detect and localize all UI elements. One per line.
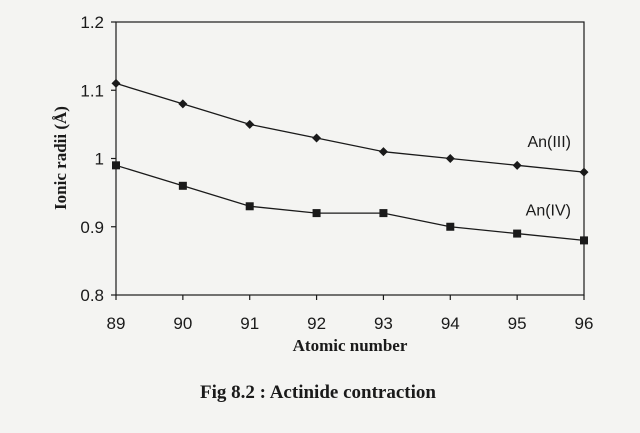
y-tick-label: 1.1	[80, 81, 104, 100]
x-tick-label: 89	[107, 314, 126, 333]
square-marker	[112, 161, 120, 170]
square-marker	[245, 202, 254, 211]
y-tick-label: 1.2	[80, 13, 104, 32]
plot-frame	[115, 21, 585, 296]
x-tick-label: 93	[374, 314, 393, 333]
x-tick-label: 90	[173, 314, 192, 333]
square-marker	[379, 209, 388, 218]
diamond-marker	[245, 119, 255, 129]
axes-layer	[115, 21, 585, 296]
series-name-label: An(III)	[527, 134, 571, 151]
y-tick-label: 1	[95, 150, 104, 169]
square-marker	[446, 222, 455, 231]
series-an-iii: An(III)	[111, 78, 589, 177]
series-line	[115, 164, 585, 242]
square-marker	[513, 229, 522, 238]
diamond-marker	[512, 160, 522, 170]
diamond-marker	[579, 167, 589, 177]
square-marker	[312, 209, 321, 218]
diamond-marker	[111, 78, 121, 88]
y-axis-title: Ionic radii (Å)	[51, 106, 70, 210]
series-layer: An(III) An(IV)	[111, 78, 589, 245]
series-line	[115, 82, 585, 173]
figure-caption: Fig 8.2 : Actinide contraction	[200, 382, 436, 403]
square-marker	[178, 181, 187, 190]
x-tick-label: 96	[575, 314, 594, 333]
x-tick-label: 94	[441, 314, 460, 333]
x-tick-labels: 89 90 91 92 93 94 95 96	[107, 295, 594, 333]
x-tick-label: 95	[508, 314, 527, 333]
diamond-marker	[312, 133, 322, 143]
y-tick-label: 0.8	[80, 286, 104, 305]
y-tick-label: 0.9	[80, 218, 104, 237]
series-name-label: An(IV)	[526, 202, 571, 219]
labels-layer: Atomic number Ionic radii (Å) Fig 8.2 : …	[51, 106, 436, 403]
x-tick-label: 92	[307, 314, 326, 333]
square-marker	[580, 236, 588, 245]
series-an-iv: An(IV)	[112, 161, 588, 245]
y-tick-labels: 0.8 0.9 1 1.1 1.2	[80, 13, 116, 305]
x-tick-label: 91	[240, 314, 259, 333]
x-axis-title: Atomic number	[293, 336, 408, 355]
diamond-marker	[378, 147, 388, 157]
diamond-marker	[178, 99, 188, 109]
diamond-marker	[445, 154, 455, 163]
